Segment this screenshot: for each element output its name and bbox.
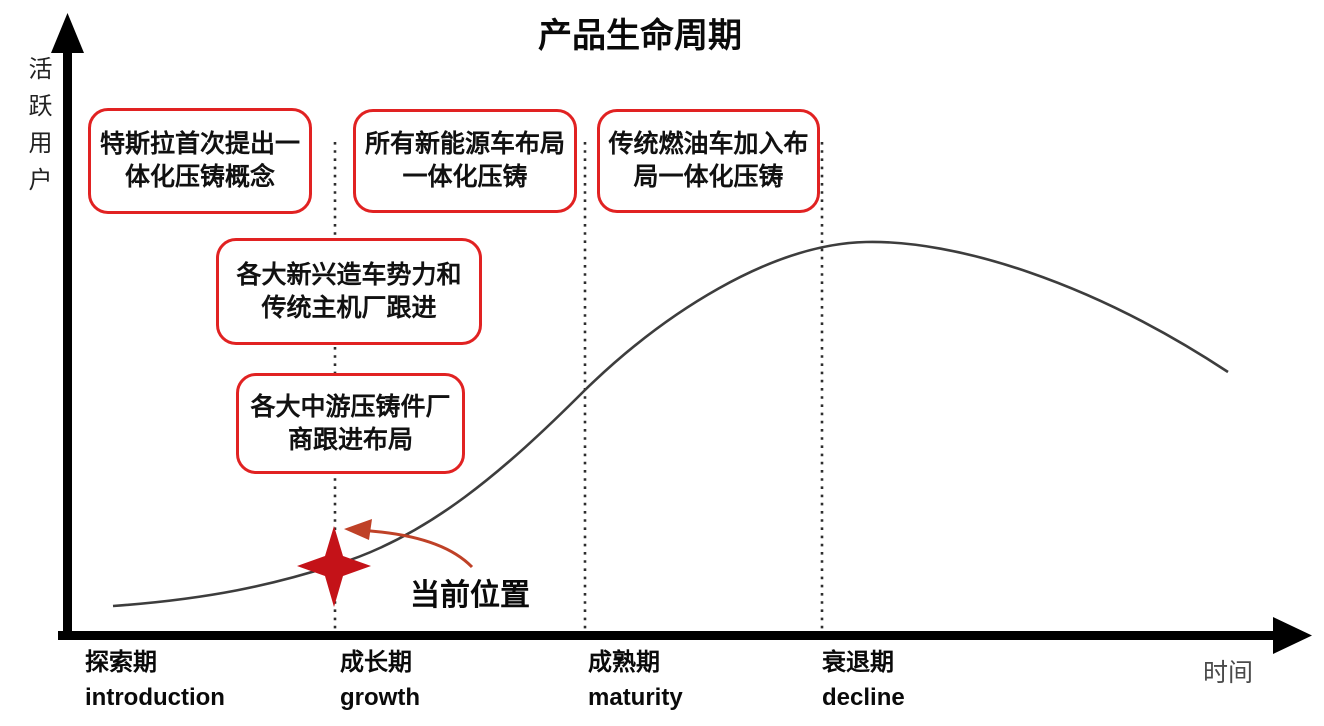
annotation-line: 局一体化压铸 [633, 163, 784, 191]
x-axis-label: 时间 [1203, 659, 1254, 687]
annotation-box-oem-follow: 各大新兴造车势力和 传统主机厂跟进 [216, 238, 482, 345]
annotation-line: 一体化压铸 [402, 163, 528, 191]
phase-label-decline: 衰退期 decline [822, 646, 905, 716]
phase-label-maturity: 成熟期 maturity [588, 646, 683, 716]
phase-label-en: introduction [85, 683, 225, 711]
annotation-line: 所有新能源车布局 [364, 130, 565, 158]
annotation-line: 特斯拉首次提出一 [99, 130, 300, 158]
phase-label-zh: 衰退期 [822, 649, 894, 676]
annotation-line: 体化压铸概念 [124, 163, 275, 191]
annotation-line: 各大新兴造车势力和 [236, 260, 462, 289]
x-axis-line [58, 631, 1280, 640]
phase-label-introduction: 探索期 introduction [85, 646, 225, 716]
page-title: 产品生命周期 [538, 17, 742, 55]
phase-label-zh: 成熟期 [588, 649, 660, 676]
phase-label-en: growth [340, 683, 420, 711]
phase-label-growth: 成长期 growth [340, 646, 420, 716]
current-position-star-icon [297, 526, 371, 607]
annotation-line: 传统主机厂跟进 [261, 293, 437, 322]
current-position-label: 当前位置 [410, 579, 530, 612]
current-position-arrow-line [355, 528, 474, 569]
phase-label-zh: 探索期 [85, 649, 157, 676]
annotation-line: 各大中游压铸件厂 [250, 392, 451, 421]
y-axis-arrow-icon [51, 13, 84, 53]
x-axis-arrow-icon [1273, 617, 1312, 654]
phase-label-en: maturity [588, 683, 683, 711]
phase-label-zh: 成长期 [340, 649, 412, 676]
annotation-box-midstream-follow: 各大中游压铸件厂 商跟进布局 [236, 373, 465, 474]
y-axis-label: 活跃用户 [24, 56, 51, 204]
phase-label-en: decline [822, 683, 905, 711]
current-position-arrowhead-icon [344, 519, 372, 540]
lifecycle-curve [112, 240, 1229, 608]
y-axis-line [63, 28, 72, 640]
annotation-line: 传统燃油车加入布 [608, 130, 809, 158]
annotation-box-tesla-concept: 特斯拉首次提出一 体化压铸概念 [88, 108, 312, 214]
annotation-box-nev-layout: 所有新能源车布局 一体化压铸 [353, 109, 577, 213]
annotation-box-fuel-vehicle-join: 传统燃油车加入布 局一体化压铸 [597, 109, 820, 213]
annotation-line: 商跟进布局 [287, 425, 413, 454]
